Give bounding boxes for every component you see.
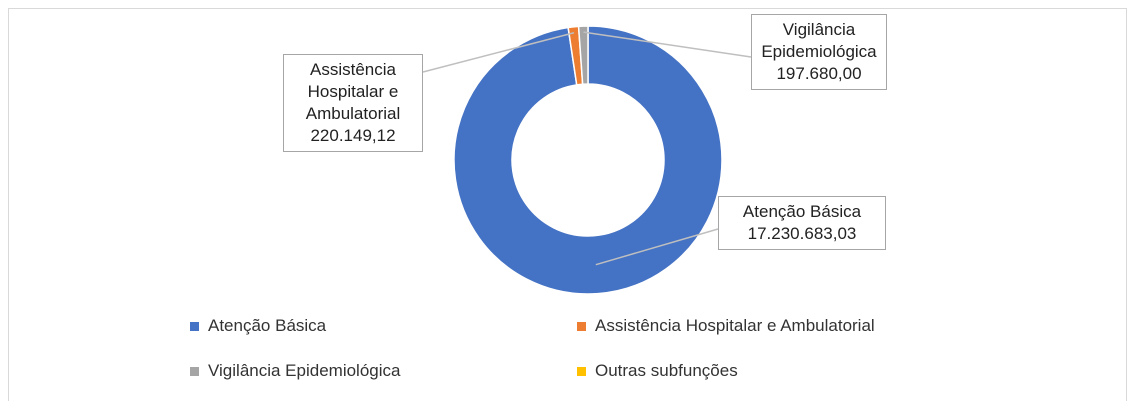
data-label-name: Assistência Hospitalar e Ambulatorial xyxy=(305,60,401,123)
legend-label: Assistência Hospitalar e Ambulatorial xyxy=(595,316,875,335)
legend-swatch xyxy=(577,366,586,376)
data-label: Atenção Básica 17.230.683,03 xyxy=(718,196,886,250)
donut-slice xyxy=(577,25,589,85)
data-label-value: 17.230.683,03 xyxy=(747,224,857,243)
legend-label: Outras subfunções xyxy=(595,361,738,380)
leader-line xyxy=(595,228,719,266)
legend-item: Vigilância Epidemiológica xyxy=(190,361,400,381)
data-label: Vigilância Epidemiológica 197.680,00 xyxy=(751,14,887,90)
legend-label: Atenção Básica xyxy=(208,316,327,335)
legend-item: Assistência Hospitalar e Ambulatorial xyxy=(577,316,875,336)
legend-label: Vigilância Epidemiológica xyxy=(208,361,401,380)
data-label: Assistência Hospitalar e Ambulatorial 220… xyxy=(283,54,423,152)
legend-swatch xyxy=(577,321,586,331)
data-label-name: Atenção Básica xyxy=(742,202,862,221)
legend-swatch xyxy=(190,321,199,331)
donut-slice xyxy=(453,25,723,295)
data-label-value: 220.149,12 xyxy=(310,126,396,145)
legend-item: Outras subfunções xyxy=(577,361,738,381)
leader-line xyxy=(422,32,575,73)
legend-swatch xyxy=(190,366,199,376)
chart-border xyxy=(8,8,1127,401)
data-label-value: 197.680,00 xyxy=(776,64,862,83)
legend-item: Atenção Básica xyxy=(190,316,326,336)
data-label-name: Vigilância Epidemiológica xyxy=(761,20,877,61)
leader-line xyxy=(583,31,752,58)
